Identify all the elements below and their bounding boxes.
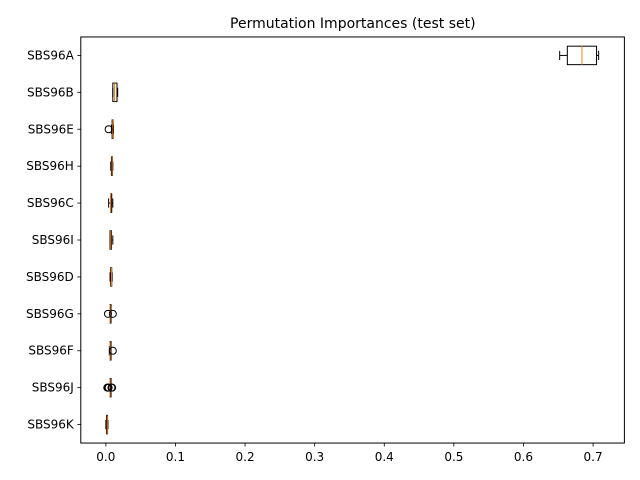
outlier-point: [108, 309, 117, 318]
x-tick-label: 0.0: [96, 450, 115, 464]
y-axis: SBS96A SBS96B SBS96E SBS96H SBS96C SBS96I SBS9…: [26, 48, 81, 432]
x-tick-label: 0.7: [584, 450, 603, 464]
x-tick-label: 0.6: [514, 450, 533, 464]
outlier-point: [104, 125, 113, 134]
box-sbs96c: [108, 193, 114, 213]
x-tick-label: 0.4: [375, 450, 394, 464]
y-tick-label: SBS96J: [32, 381, 74, 395]
box-sbs96i: [109, 230, 114, 250]
box-sbs96j: [103, 377, 117, 398]
x-tick-label: 0.5: [444, 450, 463, 464]
outlier-point: [104, 383, 113, 392]
y-tick-label: SBS96G: [26, 307, 74, 321]
box-sbs96b: [112, 82, 119, 103]
box-sbs96e: [104, 119, 115, 139]
box-sbs96f: [108, 341, 117, 361]
y-tick-label: SBS96B: [27, 85, 74, 99]
y-tick-label: SBS96C: [27, 196, 74, 210]
x-axis: 0.0 0.1 0.2 0.3 0.4 0.5 0.6 0.7: [96, 443, 603, 464]
x-tick-label: 0.1: [166, 450, 185, 464]
box-sbs96a: [559, 45, 600, 66]
outlier-point: [108, 346, 117, 355]
y-tick-label: SBS96I: [32, 233, 74, 247]
plot-marks: [103, 45, 600, 435]
plot-frame: [80, 36, 625, 444]
y-tick-label: SBS96K: [27, 418, 75, 432]
chart-title: Permutation Importances (test set): [230, 16, 476, 32]
outlier-point: [108, 383, 117, 392]
box-sbs96k: [105, 414, 109, 435]
box-sbs96d: [109, 267, 113, 287]
outlier-point: [103, 309, 112, 318]
x-tick-label: 0.2: [236, 450, 255, 464]
box-sbs96h: [110, 156, 114, 176]
y-tick-label: SBS96D: [26, 270, 74, 284]
box-sbs96g: [103, 304, 117, 324]
y-tick-label: SBS96F: [28, 344, 74, 358]
x-tick-label: 0.3: [305, 450, 324, 464]
y-tick-label: SBS96H: [26, 159, 74, 173]
y-tick-label: SBS96E: [28, 122, 74, 136]
y-tick-label: SBS96A: [27, 48, 75, 62]
